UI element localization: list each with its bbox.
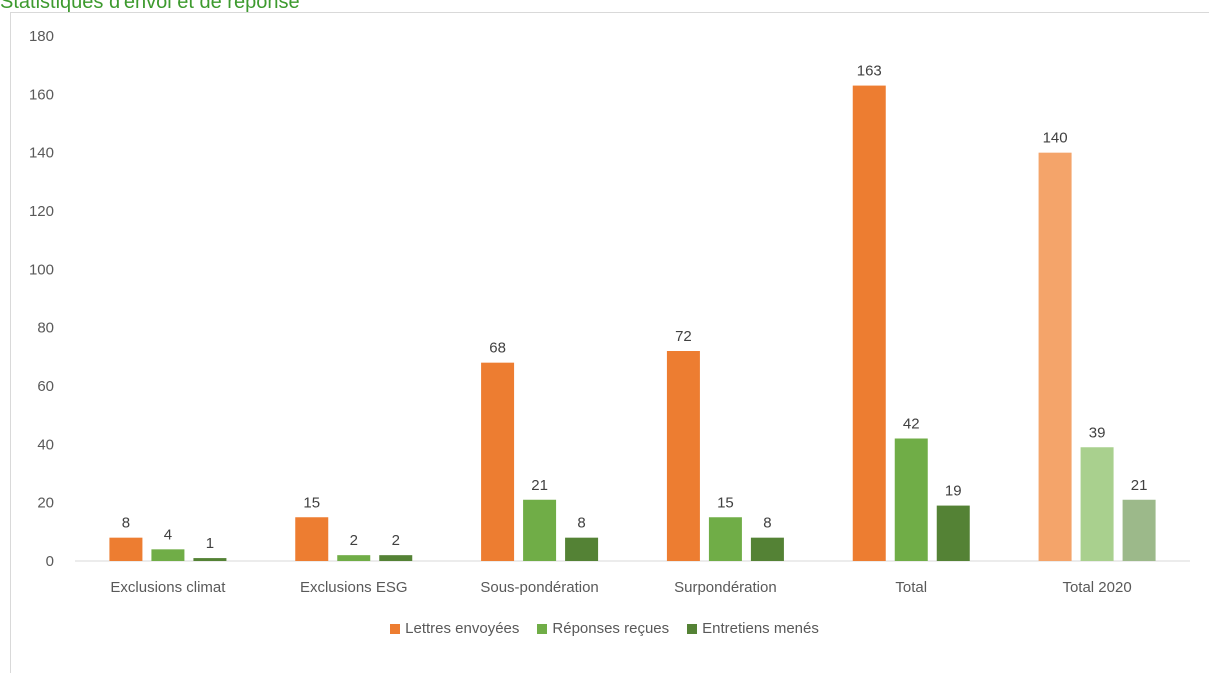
legend-label: Entretiens menés	[702, 620, 819, 637]
data-label: 4	[164, 526, 172, 543]
bar	[708, 517, 742, 561]
data-label: 21	[531, 477, 548, 494]
data-label: 163	[857, 63, 882, 80]
y-tick-label: 80	[37, 320, 54, 337]
data-label: 68	[489, 340, 506, 357]
x-tick-label: Total	[895, 579, 927, 596]
bar	[379, 555, 413, 561]
y-tick-label: 120	[29, 203, 54, 220]
data-label: 15	[717, 494, 734, 511]
data-label: 72	[675, 328, 692, 345]
legend-item: Réponses reçues	[537, 620, 669, 637]
bar	[337, 555, 371, 561]
y-tick-label: 140	[29, 145, 54, 162]
bar-chart: 0 20 40 60 80 100 120 140 160 180 8 4 1 Exclusions cl…	[29, 28, 1190, 596]
data-label: 15	[303, 494, 320, 511]
data-label: 2	[350, 532, 358, 549]
data-label: 8	[122, 515, 130, 532]
y-tick-label: 180	[29, 28, 54, 45]
y-tick-label: 20	[37, 495, 54, 512]
bar	[666, 351, 700, 561]
y-tick-label: 60	[37, 378, 54, 395]
legend-item: Lettres envoyées	[390, 620, 519, 637]
data-label: 140	[1043, 130, 1068, 147]
data-label: 2	[392, 532, 400, 549]
data-label: 39	[1089, 424, 1106, 441]
bar	[1038, 152, 1072, 561]
chart-legend: Lettres envoyées Réponses reçues Entretien…	[0, 620, 1209, 637]
legend-swatch	[537, 623, 548, 634]
data-label: 1	[206, 535, 214, 552]
legend-swatch	[390, 623, 401, 634]
x-tick-label: Exclusions climat	[110, 579, 226, 596]
data-label: 21	[1131, 477, 1148, 494]
bar	[894, 438, 928, 561]
legend-item: Entretiens menés	[687, 620, 819, 637]
data-label: 8	[763, 515, 771, 532]
bar	[109, 537, 143, 561]
bar	[523, 499, 557, 561]
y-tick-label: 40	[37, 436, 54, 453]
bar	[936, 505, 970, 561]
legend-label: Lettres envoyées	[405, 620, 520, 637]
x-tick-label: Surpondération	[674, 579, 777, 596]
x-tick-label: Exclusions ESG	[300, 579, 408, 596]
x-tick-label: Total 2020	[1062, 579, 1131, 596]
bar	[852, 85, 886, 561]
data-label: 42	[903, 416, 920, 433]
bar	[1122, 499, 1156, 561]
bar	[565, 537, 599, 561]
legend-label: Réponses reçues	[552, 620, 670, 637]
bar	[1080, 447, 1114, 561]
bar	[151, 549, 185, 561]
chart-frame	[10, 12, 1209, 673]
y-tick-label: 160	[29, 86, 54, 103]
y-tick-label: 0	[46, 553, 54, 570]
x-tick-label: Sous-pondération	[480, 579, 598, 596]
bar	[295, 517, 329, 561]
bar	[481, 362, 515, 561]
bar	[193, 558, 227, 561]
bar	[750, 537, 784, 561]
chart-title: Statistiques d'envoi et de réponse	[0, 0, 300, 13]
data-label: 19	[945, 483, 962, 500]
y-tick-label: 100	[29, 261, 54, 278]
data-label: 8	[577, 515, 585, 532]
legend-swatch	[687, 623, 698, 634]
